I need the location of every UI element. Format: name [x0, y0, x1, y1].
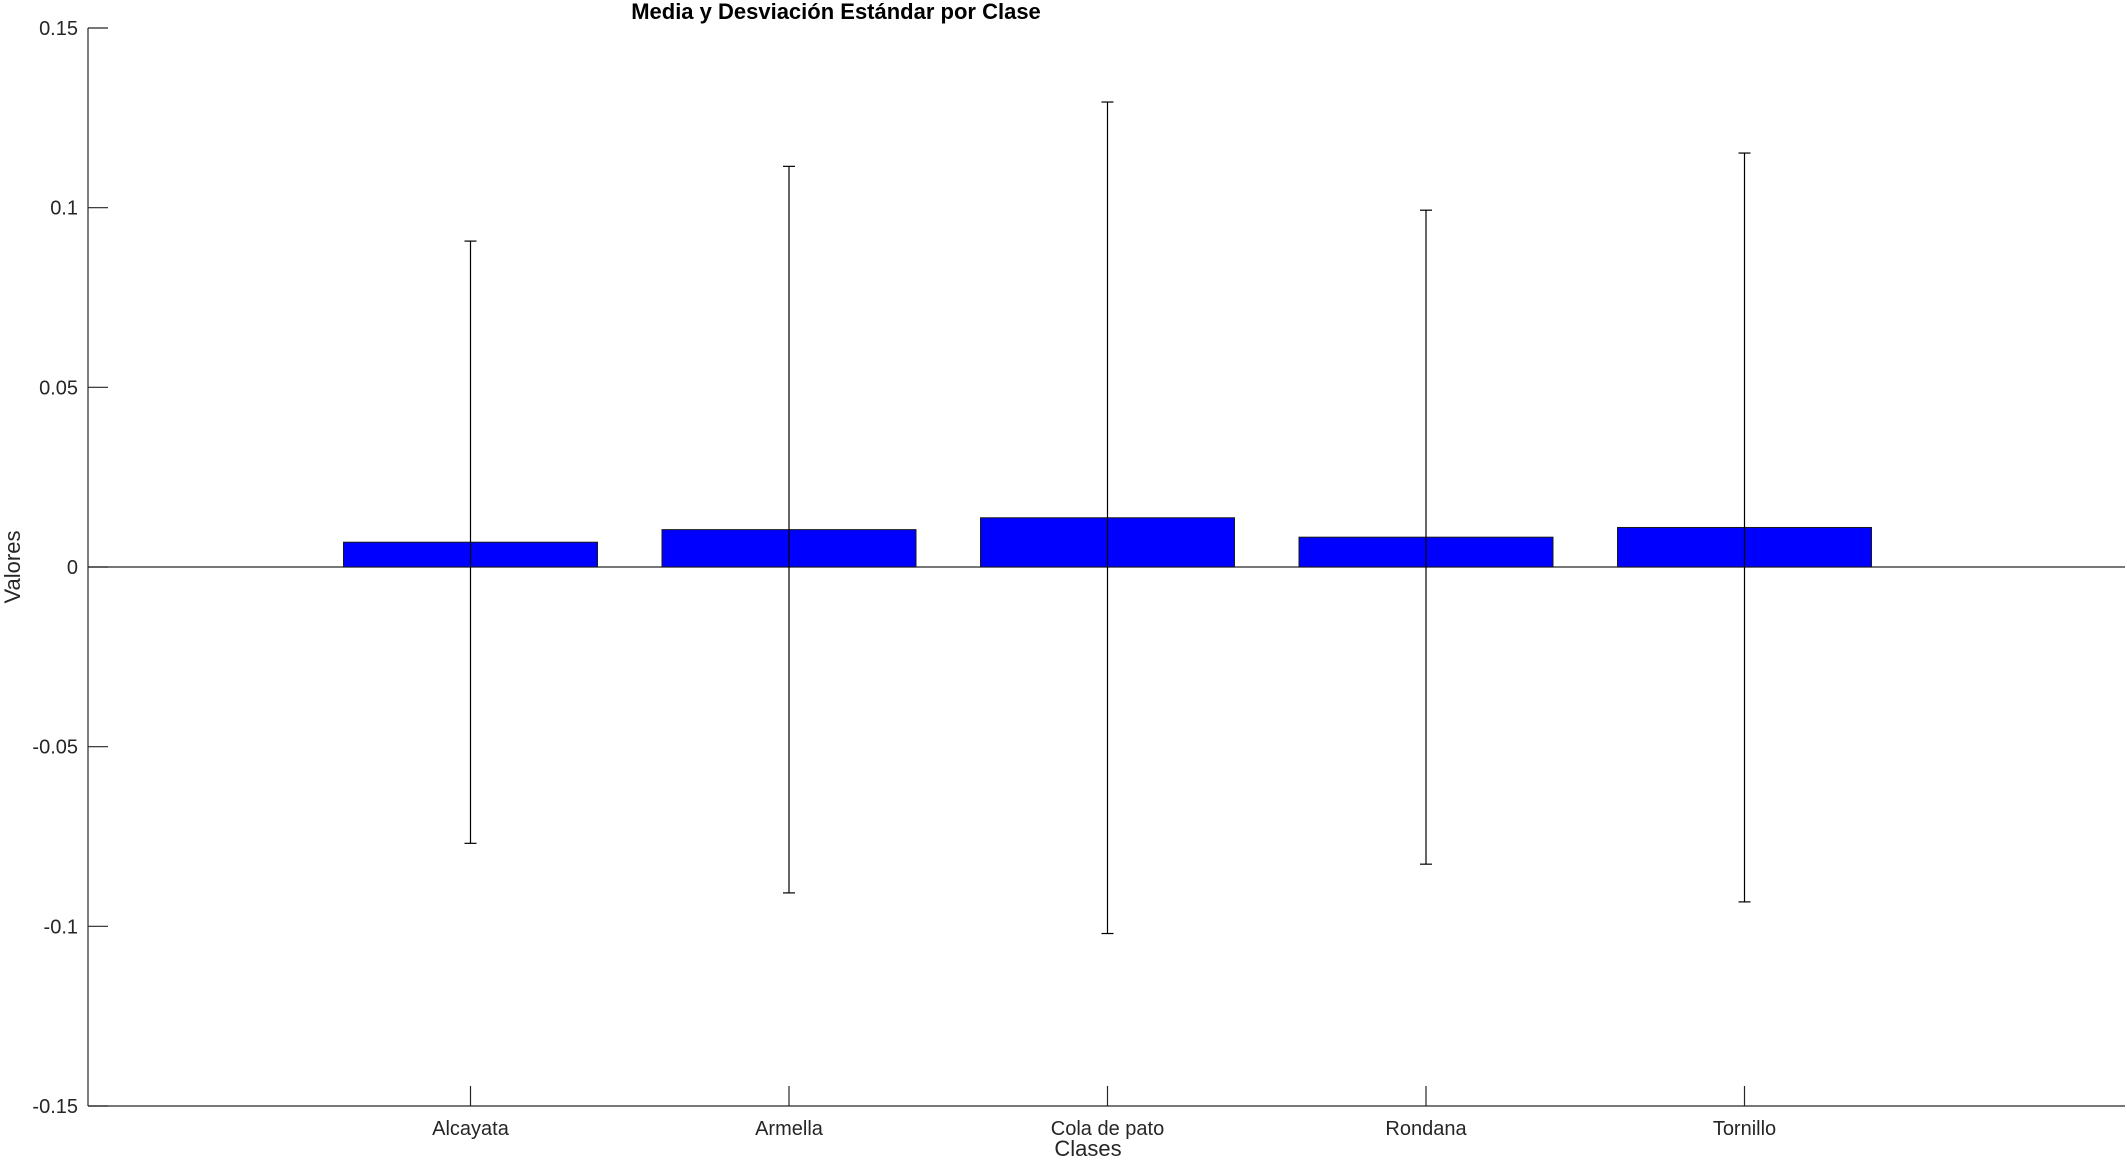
y-axis-label: Valores	[0, 531, 25, 604]
x-tick-label: Rondana	[1385, 1118, 1467, 1140]
y-tick-label: 0.1	[50, 198, 78, 220]
x-tick-label: Armella	[755, 1118, 824, 1140]
plot-area: -0.15 -0.1 -0.05 0 0.05 0.1 0.15 Alcayata Armell…	[32, 18, 2125, 1140]
y-tick-label: -0.15	[32, 1096, 78, 1118]
x-axis-label: Clases	[1054, 1136, 1121, 1161]
chart-title: Media y Desviación Estándar por Clase	[631, 0, 1041, 24]
y-tick-label: 0	[67, 557, 78, 579]
y-tick-label: -0.05	[32, 737, 78, 759]
y-tick-label: -0.1	[44, 916, 78, 938]
x-tick-label: Tornillo	[1713, 1118, 1776, 1140]
x-tick-label: Cola de pato	[1051, 1118, 1164, 1140]
x-tick-label: Alcayata	[432, 1118, 510, 1140]
y-tick-label: 0.05	[39, 377, 78, 399]
y-tick-label: 0.15	[39, 18, 78, 40]
